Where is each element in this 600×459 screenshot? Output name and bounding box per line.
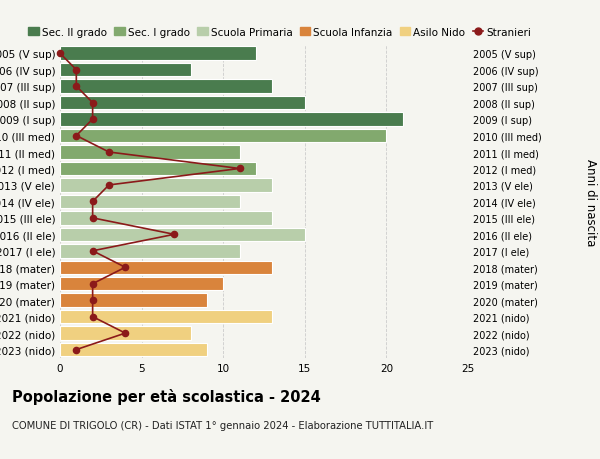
Point	[55, 50, 65, 58]
Bar	[60, 47, 256, 61]
Bar	[60, 277, 223, 291]
Point	[88, 100, 97, 107]
Bar	[60, 228, 305, 241]
Point	[121, 330, 130, 337]
Point	[71, 346, 81, 353]
Point	[121, 264, 130, 271]
Bar	[60, 80, 272, 94]
Bar	[60, 261, 272, 274]
Point	[71, 133, 81, 140]
Bar	[60, 64, 191, 77]
Bar	[60, 294, 207, 307]
Point	[88, 198, 97, 206]
Bar	[60, 113, 403, 127]
Bar	[60, 310, 272, 324]
Point	[88, 280, 97, 288]
Point	[104, 182, 114, 189]
Point	[71, 67, 81, 74]
Text: Popolazione per età scolastica - 2024: Popolazione per età scolastica - 2024	[12, 388, 321, 404]
Point	[169, 231, 179, 239]
Legend: Sec. II grado, Sec. I grado, Scuola Primaria, Scuola Infanzia, Asilo Nido, Stran: Sec. II grado, Sec. I grado, Scuola Prim…	[28, 28, 531, 38]
Point	[88, 116, 97, 123]
Point	[104, 149, 114, 157]
Bar	[60, 343, 207, 357]
Text: COMUNE DI TRIGOLO (CR) - Dati ISTAT 1° gennaio 2024 - Elaborazione TUTTITALIA.IT: COMUNE DI TRIGOLO (CR) - Dati ISTAT 1° g…	[12, 420, 433, 430]
Bar	[60, 129, 386, 143]
Text: Anni di nascita: Anni di nascita	[584, 158, 597, 246]
Bar	[60, 97, 305, 110]
Bar	[60, 245, 239, 258]
Bar	[60, 327, 191, 340]
Bar	[60, 212, 272, 225]
Bar	[60, 179, 272, 192]
Point	[71, 83, 81, 90]
Point	[88, 247, 97, 255]
Bar	[60, 146, 239, 159]
Bar	[60, 162, 256, 176]
Point	[235, 165, 244, 173]
Bar	[60, 195, 239, 209]
Point	[88, 215, 97, 222]
Point	[88, 297, 97, 304]
Point	[88, 313, 97, 321]
